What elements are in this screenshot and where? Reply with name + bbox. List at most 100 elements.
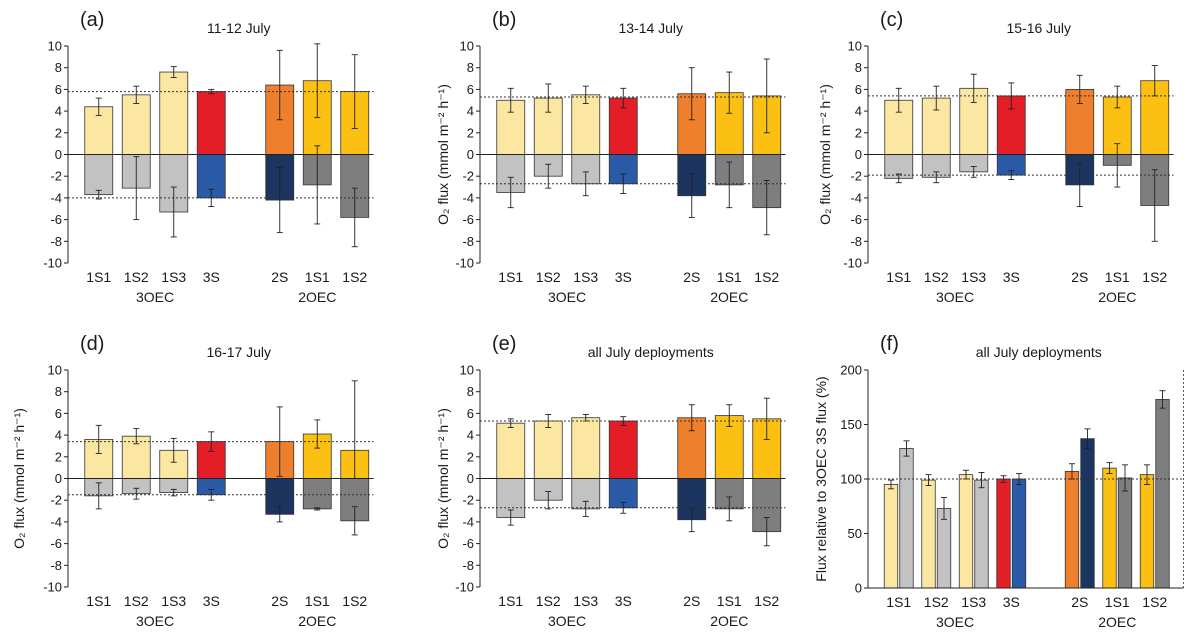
x-category-label: 1S3 xyxy=(961,594,986,610)
y-tick-label: -4 xyxy=(462,190,474,205)
y-tick-label: -2 xyxy=(50,169,62,184)
x-category-label: 1S3 xyxy=(161,269,186,285)
x-category-label: 1S2 xyxy=(124,269,149,285)
x-category-label: 1S1 xyxy=(886,269,911,285)
x-category-label: 1S2 xyxy=(1142,594,1167,610)
y-tick-label: -10 xyxy=(43,256,62,271)
y-axis-label: O₂ flux (mmol m⁻² h⁻¹) xyxy=(817,84,833,225)
y-tick-label: 150 xyxy=(840,417,862,432)
y-tick-label: 10 xyxy=(460,363,474,378)
production-bar xyxy=(921,479,936,589)
x-category-label: 1S1 xyxy=(498,269,523,285)
x-category-label: 2S xyxy=(271,593,288,609)
panel-letter: (a) xyxy=(80,9,104,31)
y-axis-label: Flux relative to 3OEC 3S flux (%) xyxy=(813,376,829,581)
y-tick-label: -4 xyxy=(50,190,62,205)
y-tick-label: -4 xyxy=(850,190,862,205)
x-category-label: 2S xyxy=(1071,269,1088,285)
panel-b: -10 -8 -6 -4 -2 0 2 4 6 8 10 1S1 1S2 1S3 3S 2S 1S1 1S2 3OE… xyxy=(435,9,786,305)
consumption-bar xyxy=(302,478,332,510)
x-category-label: 1S1 xyxy=(498,593,523,609)
x-category-label: 1S3 xyxy=(161,593,186,609)
production-bar xyxy=(996,478,1011,589)
x-category-label: 1S1 xyxy=(1105,594,1130,610)
x-group-label: 2OEC xyxy=(1098,614,1136,630)
consumption-bar xyxy=(936,508,952,589)
y-tick-label: 8 xyxy=(55,384,62,399)
consumption-bar xyxy=(1155,399,1170,589)
panel-letter: (f) xyxy=(880,333,899,355)
x-category-label: 1S2 xyxy=(342,593,367,609)
x-category-label: 3S xyxy=(203,593,220,609)
consumption-bar xyxy=(1080,438,1095,589)
x-category-label: 3S xyxy=(615,269,632,285)
panel-a: -10 -8 -6 -4 -2 0 2 4 6 8 10 1S1 1S2 1S3 3S 2S 1S1 1S2 3OE… xyxy=(43,9,374,305)
y-tick-label: 6 xyxy=(467,82,474,97)
production-bar xyxy=(996,95,1026,155)
y-tick-label: 4 xyxy=(55,104,62,119)
y-tick-label: 6 xyxy=(55,82,62,97)
y-tick-label: 6 xyxy=(467,406,474,421)
consumption-bar xyxy=(1011,478,1027,589)
consumption-bar xyxy=(84,154,114,196)
y-tick-label: -6 xyxy=(50,536,62,551)
y-tick-label: 0 xyxy=(855,581,862,596)
x-category-label: 1S2 xyxy=(1142,269,1167,285)
x-category-label: 1S1 xyxy=(305,593,330,609)
x-category-label: 1S1 xyxy=(86,269,111,285)
panel-e: -10 -8 -6 -4 -2 0 2 4 6 8 10 1S1 1S2 1S3 3S 2S 1S1 1S2 3OE… xyxy=(435,333,786,629)
x-category-label: 1S1 xyxy=(1105,269,1130,285)
y-tick-label: -2 xyxy=(462,169,474,184)
y-tick-label: -4 xyxy=(50,514,62,529)
production-bar xyxy=(883,484,899,589)
production-bar xyxy=(571,417,601,479)
production-bar xyxy=(1064,470,1080,589)
x-category-label: 1S2 xyxy=(536,269,561,285)
panel-c: -10 -8 -6 -4 -2 0 2 4 6 8 10 1S1 1S2 1S3 3S 2S 1S1 1S2 3OE… xyxy=(817,9,1174,305)
x-category-label: 1S2 xyxy=(536,593,561,609)
x-group-label: 2OEC xyxy=(710,289,748,305)
y-tick-label: -8 xyxy=(50,558,62,573)
y-tick-label: 8 xyxy=(467,384,474,399)
production-bar xyxy=(1139,474,1155,589)
x-group-label: 2OEC xyxy=(298,289,336,305)
y-tick-label: 4 xyxy=(855,104,862,119)
y-tick-label: 8 xyxy=(855,60,862,75)
y-tick-label: -8 xyxy=(462,558,474,573)
y-tick-label: 4 xyxy=(467,428,474,443)
x-group-label: 2OEC xyxy=(1098,289,1136,305)
y-tick-label: -2 xyxy=(850,169,862,184)
y-tick-label: 2 xyxy=(55,125,62,140)
consumption-bar xyxy=(899,448,914,589)
y-tick-label: -10 xyxy=(843,256,862,271)
y-tick-label: -4 xyxy=(462,514,474,529)
x-category-label: 3S xyxy=(1003,594,1020,610)
consumption-bar xyxy=(974,479,989,589)
y-tick-label: -6 xyxy=(462,212,474,227)
y-tick-label: -6 xyxy=(50,212,62,227)
x-group-label: 3OEC xyxy=(136,613,174,629)
panel-title: all July deployments xyxy=(588,344,714,360)
y-tick-label: -8 xyxy=(462,234,474,249)
x-category-label: 1S3 xyxy=(573,593,598,609)
y-tick-label: -2 xyxy=(462,493,474,508)
x-group-label: 2OEC xyxy=(298,613,336,629)
y-tick-label: -8 xyxy=(50,234,62,249)
y-tick-label: -2 xyxy=(50,493,62,508)
x-category-label: 1S2 xyxy=(342,269,367,285)
production-bar xyxy=(1102,467,1117,589)
y-tick-label: -10 xyxy=(455,580,474,595)
panel-title: 11-12 July xyxy=(207,20,271,36)
y-tick-label: 8 xyxy=(467,60,474,75)
production-bar xyxy=(159,71,189,155)
production-bar xyxy=(958,474,974,589)
y-tick-label: 4 xyxy=(467,104,474,119)
y-tick-label: 10 xyxy=(460,39,474,54)
x-group-label: 3OEC xyxy=(548,613,586,629)
y-tick-label: 2 xyxy=(467,449,474,464)
x-group-label: 3OEC xyxy=(936,614,974,630)
production-bar xyxy=(608,420,638,479)
panel-letter: (e) xyxy=(492,333,516,355)
y-tick-label: 2 xyxy=(467,125,474,140)
panel-letter: (d) xyxy=(80,333,104,355)
